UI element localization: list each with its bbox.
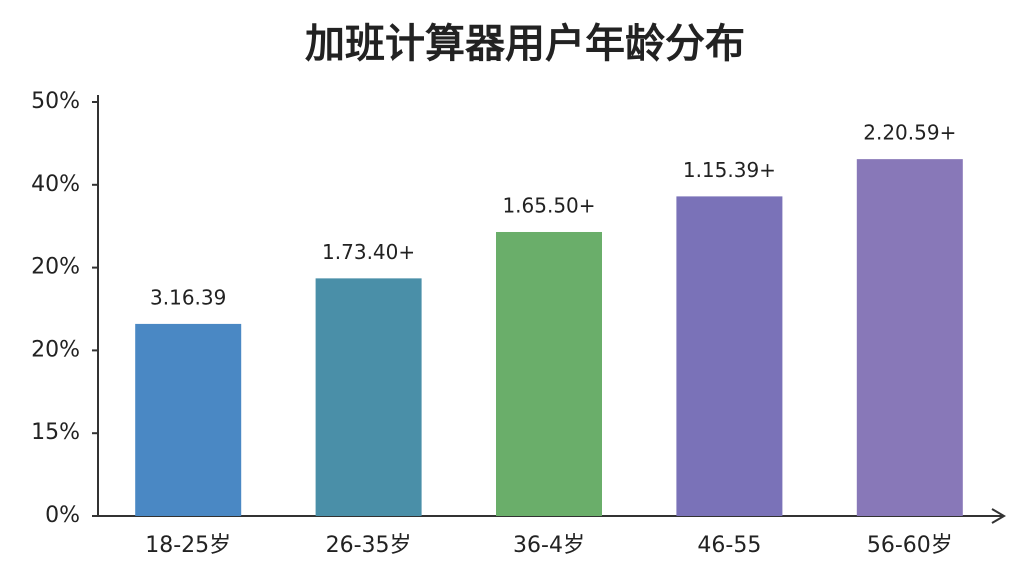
chart-title: 加班计算器用户年龄分布 [305, 21, 745, 67]
y-tick-label: 0% [45, 503, 80, 528]
bar-label: 1.65.50+ [502, 193, 595, 217]
bar-label: 1.73.40+ [322, 240, 415, 264]
x-tick-label: 46-55 [697, 533, 761, 558]
y-tick-label: 40% [31, 172, 80, 197]
bar-label: 3.16.39 [150, 285, 226, 309]
bar-label: 1.15.39+ [683, 158, 776, 182]
bar [496, 231, 602, 516]
bar-label: 2.20.59+ [863, 121, 956, 145]
x-tick-label: 36-4岁 [513, 533, 585, 558]
bar [135, 323, 242, 516]
bar [315, 278, 422, 516]
x-axis-arrow [991, 508, 1006, 524]
x-tick-label: 26-35岁 [326, 533, 412, 558]
y-tick-label: 50% [31, 89, 80, 114]
x-tick-label: 18-25岁 [145, 533, 231, 558]
bar [676, 196, 783, 516]
bar [856, 159, 963, 516]
y-tick-label: 20% [31, 255, 80, 280]
y-tick-label: 15% [31, 420, 80, 445]
x-tick-label: 56-60岁 [867, 533, 953, 558]
y-tick-label: 20% [31, 337, 80, 362]
